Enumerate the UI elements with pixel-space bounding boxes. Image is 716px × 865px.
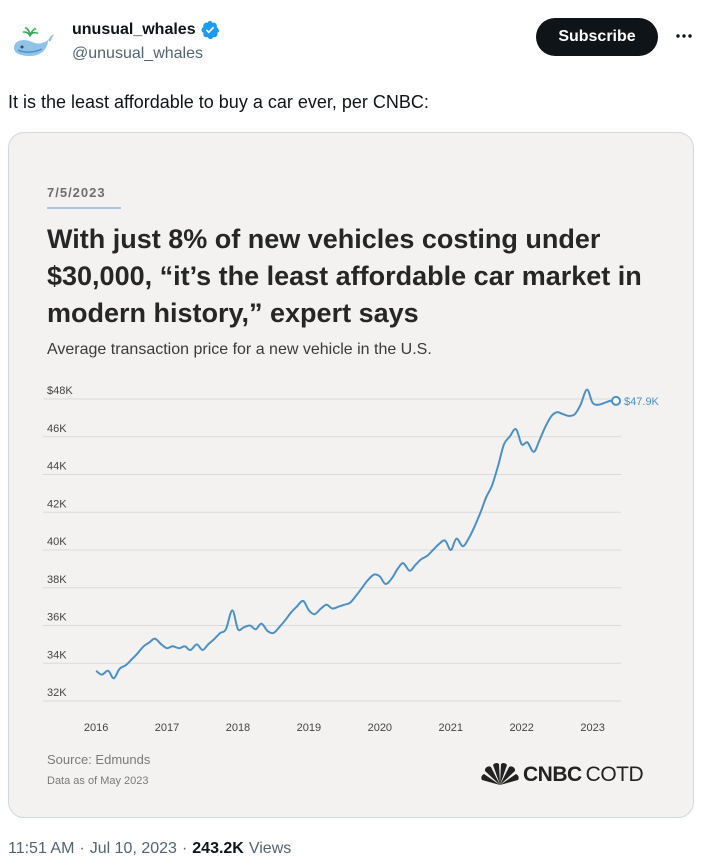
y-tick-label: 38K (47, 574, 67, 586)
y-tick-label: 42K (47, 498, 67, 510)
y-tick-label: 34K (47, 649, 67, 661)
tweet-text: It is the least affordable to buy a car … (8, 92, 429, 112)
chart-data-as-of: Data as of May 2023 (47, 775, 149, 787)
whale-logo-icon (8, 18, 56, 66)
y-tick-label: 44K (47, 461, 67, 473)
verified-badge-icon (201, 20, 219, 40)
x-tick-label: 2020 (368, 722, 392, 734)
logo-brand-text: CNBC (523, 763, 582, 786)
tweet-date[interactable]: Jul 10, 2023 (89, 840, 177, 857)
meta-separator: · (79, 840, 85, 857)
price-series-line (95, 388, 617, 680)
x-tick-label: 2021 (439, 722, 463, 734)
views-label: Views (248, 840, 292, 857)
author-display-name[interactable]: unusual_whales (72, 21, 196, 38)
card-date: 7/5/2023 (47, 185, 106, 200)
y-tick-label: 36K (47, 612, 67, 624)
views-count: 243.2K (192, 840, 244, 857)
y-tick-label: 46K (47, 423, 67, 435)
x-tick-label: 2019 (297, 722, 321, 734)
x-tick-label: 2017 (155, 722, 179, 734)
author-handle[interactable]: @unusual_whales (72, 45, 203, 62)
logo-suffix-text: COTD (585, 763, 644, 786)
y-tick-label: 32K (47, 687, 67, 699)
x-tick-label: 2022 (509, 722, 533, 734)
cnbc-cotd-logo: CNBC COTD (481, 763, 644, 787)
tweet-time[interactable]: 11:51 AM (8, 840, 75, 857)
y-tick-label: $48K (47, 385, 73, 397)
subscribe-button[interactable]: Subscribe (536, 18, 658, 56)
more-dots-icon (676, 34, 692, 38)
series-end-label: $47.9K (624, 396, 660, 408)
card-headline: With just 8% of new vehicles costing und… (47, 224, 642, 328)
date-divider (47, 207, 121, 209)
series-end-point (611, 395, 622, 406)
chart-subtitle: Average transaction price for a new vehi… (47, 341, 432, 358)
tweet-header: unusual_whales @unusual_whales Subscribe (0, 0, 716, 80)
name-row: unusual_whales (72, 20, 220, 40)
peacock-icon (481, 763, 519, 785)
chart-source: Source: Edmunds (47, 752, 151, 767)
y-tick-label: 40K (47, 536, 67, 548)
more-options-button[interactable] (670, 22, 698, 50)
avatar[interactable] (8, 18, 56, 66)
x-tick-label: 2023 (580, 722, 604, 734)
x-tick-label: 2016 (84, 722, 108, 734)
x-tick-label: 2018 (226, 722, 250, 734)
meta-separator: · (181, 840, 188, 857)
tweet-meta: 11:51 AM · Jul 10, 2023 · 243.2K Views (8, 840, 291, 858)
price-line-chart: 32K 34K 36K 38K 40K 42K 44K 46K $48K 2016 2017 2018… (43, 385, 660, 734)
tweet-media-card[interactable]: 7/5/2023 With just 8% of new vehicles co… (8, 132, 694, 818)
